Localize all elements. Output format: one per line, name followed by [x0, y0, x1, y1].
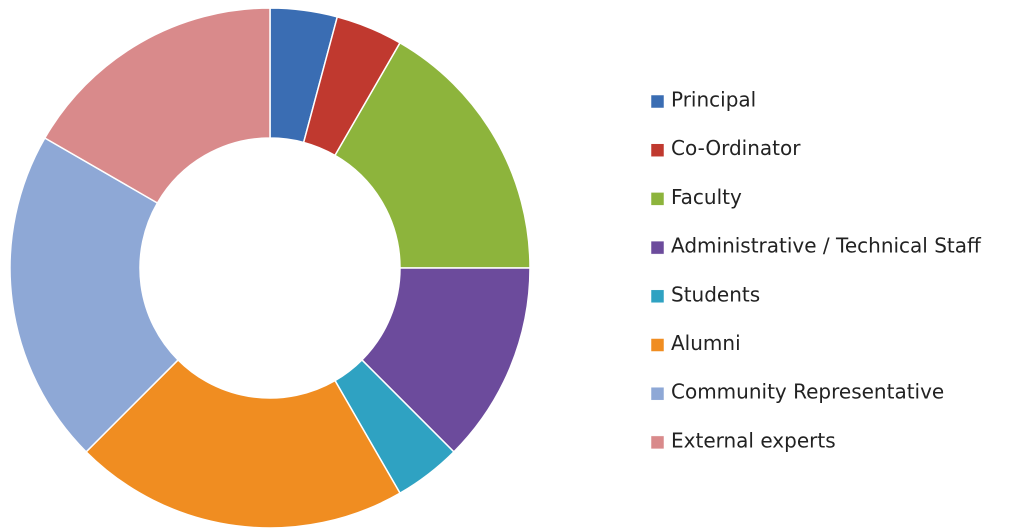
donut-segment — [333, 41, 531, 269]
donut-segment — [360, 267, 531, 453]
donut-segment — [85, 358, 402, 529]
legend-swatch — [650, 240, 665, 255]
legend-label: Alumni — [671, 331, 741, 355]
legend-label: Principal — [671, 88, 756, 112]
legend-label: External experts — [671, 428, 836, 452]
donut-segment — [43, 7, 271, 205]
legend-label: Students — [671, 282, 760, 306]
legend-label: Administrative / Technical Staff — [671, 234, 982, 258]
legend-swatch — [650, 192, 665, 206]
legend-swatch — [650, 435, 665, 450]
legend-label: Faculty — [671, 185, 742, 209]
donut-segment — [9, 136, 180, 453]
legend-swatch — [650, 143, 665, 157]
legend-label: Community Representative — [671, 380, 944, 404]
legend-swatch — [650, 386, 665, 401]
legend-label: Co-Ordinator — [671, 136, 801, 160]
legend-swatch — [650, 289, 665, 304]
legend-swatch — [650, 94, 665, 109]
legend-swatch — [650, 338, 665, 352]
